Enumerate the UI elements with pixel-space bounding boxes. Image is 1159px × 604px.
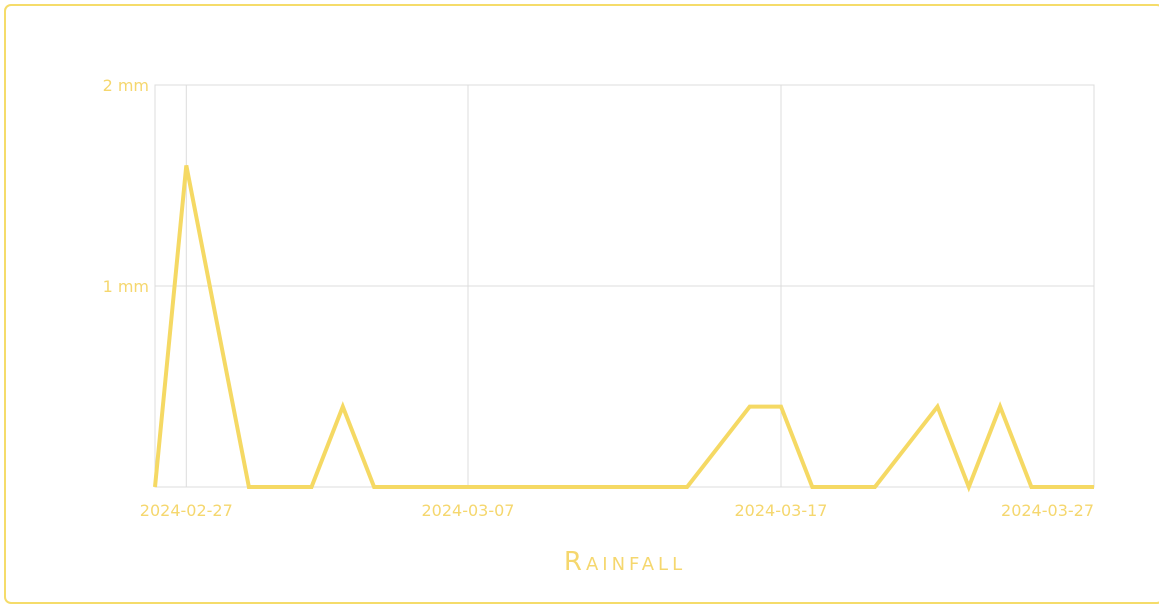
y-tick-label: 1 mm: [103, 277, 149, 296]
x-tick-label: 2024-03-17: [735, 501, 828, 520]
chart-title: Rainfall: [0, 547, 1159, 577]
y-tick-label: 2 mm: [103, 76, 149, 95]
x-tick-label: 2024-02-27: [140, 501, 233, 520]
x-tick-label: 2024-03-27: [1001, 501, 1094, 520]
grid-lines: [155, 85, 1094, 487]
x-tick-label: 2024-03-07: [422, 501, 515, 520]
rainfall-series-line: [155, 165, 1094, 487]
axis-labels: 1 mm 2 mm 2024-02-27 2024-03-07 2024-03-17 20…: [103, 76, 1094, 520]
series-layer: [155, 165, 1094, 487]
